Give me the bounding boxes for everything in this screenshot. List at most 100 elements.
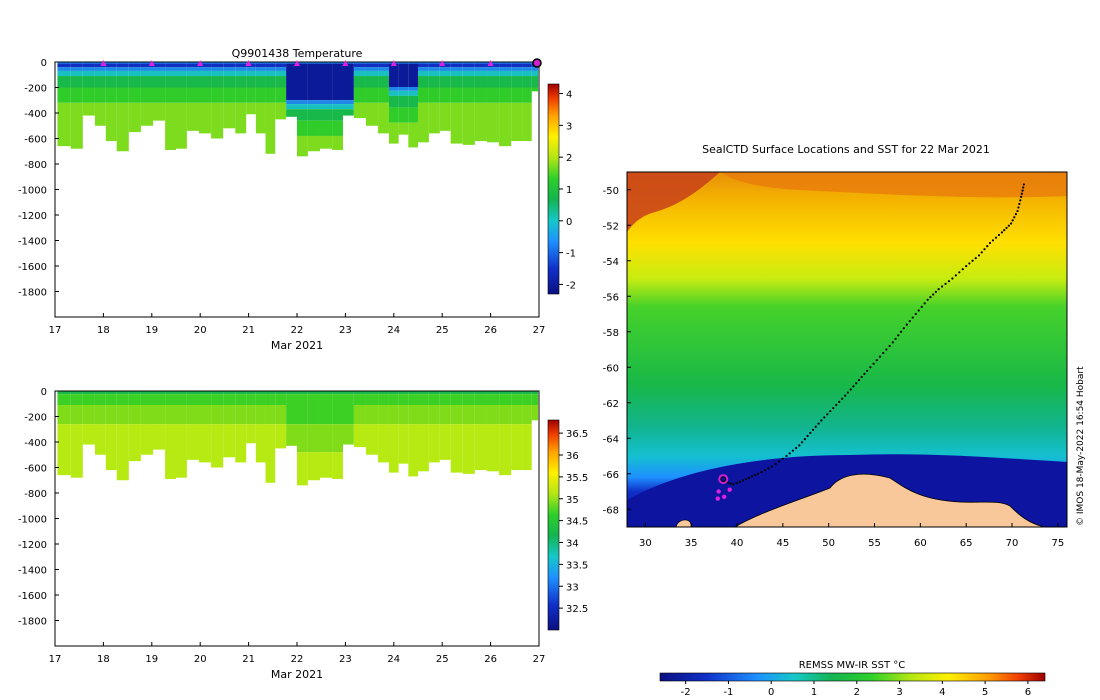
sal-profile-cell	[378, 424, 389, 463]
sal-x-tick-label: 27	[533, 654, 546, 665]
sal-profile-cell	[319, 452, 333, 478]
sal-profile-cell	[531, 405, 539, 421]
temp-colorbar-tick-label: -2	[566, 280, 576, 291]
sal-profile-cell	[388, 391, 399, 395]
temp-profile-cell	[462, 63, 475, 68]
sal-profile-cell	[450, 405, 463, 425]
sal-profile-cell	[275, 391, 287, 395]
sal-profile-cell	[94, 391, 106, 395]
temp-profile-cell	[153, 76, 166, 88]
temp-x-tick-label: 26	[484, 325, 497, 336]
track-point	[855, 382, 858, 385]
temp-profile-cell	[462, 76, 475, 88]
temp-profile-cell	[140, 67, 154, 71]
sst-warm-band	[720, 172, 1067, 198]
temp-surface-marker	[100, 60, 107, 66]
temp-profile-cell	[365, 67, 379, 71]
temp-profile-cell	[408, 95, 418, 108]
track-point	[778, 460, 781, 463]
temp-profile-cell	[319, 104, 333, 110]
map-y-tick-label: -56	[603, 292, 619, 303]
sal-profile-cell	[428, 424, 440, 463]
map-x-tick-label: 75	[1051, 538, 1064, 549]
temp-profile-cell	[128, 62, 141, 64]
temp-profile-cell	[94, 63, 106, 68]
temp-profile-cell	[165, 87, 176, 103]
temp-profile-cell	[511, 70, 523, 77]
temp-profile-cell	[140, 76, 154, 88]
sal-profile-cell	[57, 391, 71, 395]
sal-profile-cell	[116, 405, 129, 425]
sal-profile-cell	[176, 391, 187, 395]
sal-profile-cell	[235, 424, 247, 463]
track-point	[1020, 195, 1023, 198]
temp-profile-cell	[82, 62, 95, 64]
track-point	[947, 280, 951, 283]
track-point	[1013, 216, 1016, 219]
temp-colorbar-tick-label: -1	[566, 249, 576, 260]
sal-profile-cell	[235, 394, 247, 406]
sal-profile-cell	[70, 391, 83, 395]
sal-profile-cell	[186, 424, 199, 460]
temp-profile-cell	[70, 63, 83, 68]
track-point	[905, 323, 908, 326]
temp-profile-cell	[450, 76, 463, 88]
track-point	[1020, 192, 1023, 195]
sal-profile-cell	[235, 405, 247, 425]
sal-x-tick-label: 22	[291, 654, 304, 665]
temp-profile-cell	[105, 67, 117, 71]
sal-profile-cell	[522, 391, 532, 395]
sal-profile-cell	[297, 452, 308, 486]
track-point	[941, 285, 944, 288]
temp-profile-cell	[408, 63, 418, 87]
temp-profile-cell	[235, 67, 247, 71]
temp-profile-cell	[105, 70, 117, 77]
sal-profile-cell	[275, 394, 287, 406]
temp-profile-cell	[128, 63, 141, 68]
sal-profile-cell	[365, 394, 379, 406]
temp-profile-cell	[408, 107, 418, 123]
temp-profile-cell	[297, 135, 308, 157]
sal-profile-cell	[153, 424, 166, 450]
temp-profile-cell	[265, 87, 276, 103]
temp-profile-cell	[408, 86, 418, 91]
sst-colorbar-tick-label: 3	[896, 687, 902, 698]
seal-track	[723, 183, 1026, 486]
temp-profile-cell	[307, 100, 320, 105]
map-x-tick-label: 45	[776, 538, 789, 549]
temp-profile-cell	[198, 62, 212, 64]
sal-colorbar-tick-label: 34	[566, 539, 579, 550]
track-point	[748, 476, 751, 479]
temp-profile-cell	[511, 63, 523, 68]
temp-profile-cell	[398, 86, 409, 91]
sal-profile-cell	[307, 391, 320, 395]
track-point	[811, 428, 815, 431]
temp-profile-cell	[342, 62, 354, 64]
temp-colorbar	[547, 83, 560, 295]
track-point	[763, 469, 767, 472]
track-point	[1011, 219, 1014, 222]
sal-profile-cell	[319, 394, 333, 425]
sal-profile-cell	[450, 394, 463, 406]
sal-profile-cell	[265, 405, 276, 425]
temp-profile-cell	[57, 63, 71, 68]
map-y-tick-label: -66	[603, 470, 619, 481]
sal-y-tick-label: -400	[24, 438, 47, 449]
sal-x-label: Mar 2021	[271, 668, 323, 681]
track-point	[800, 441, 804, 444]
temp-profile-cell	[474, 87, 487, 103]
temp-profile-cell	[307, 135, 320, 152]
credit-text: © IMOS 18-May-2022 16:54 Hobart	[1076, 366, 1086, 526]
track-point	[1022, 186, 1025, 189]
sal-profile-cell	[499, 391, 512, 395]
temp-y-tick-label: -600	[24, 135, 47, 146]
track-point	[997, 233, 1001, 237]
track-point	[885, 348, 888, 351]
sst-colorbar-tick-label: 2	[854, 687, 860, 698]
temp-y-tick-label: -800	[24, 160, 47, 171]
temp-profile-cell	[522, 76, 532, 88]
temp-profile-cell	[265, 76, 276, 88]
temp-profile-cell	[486, 62, 500, 64]
temp-profile-cell	[522, 87, 532, 103]
sal-profile-cell	[332, 391, 343, 395]
